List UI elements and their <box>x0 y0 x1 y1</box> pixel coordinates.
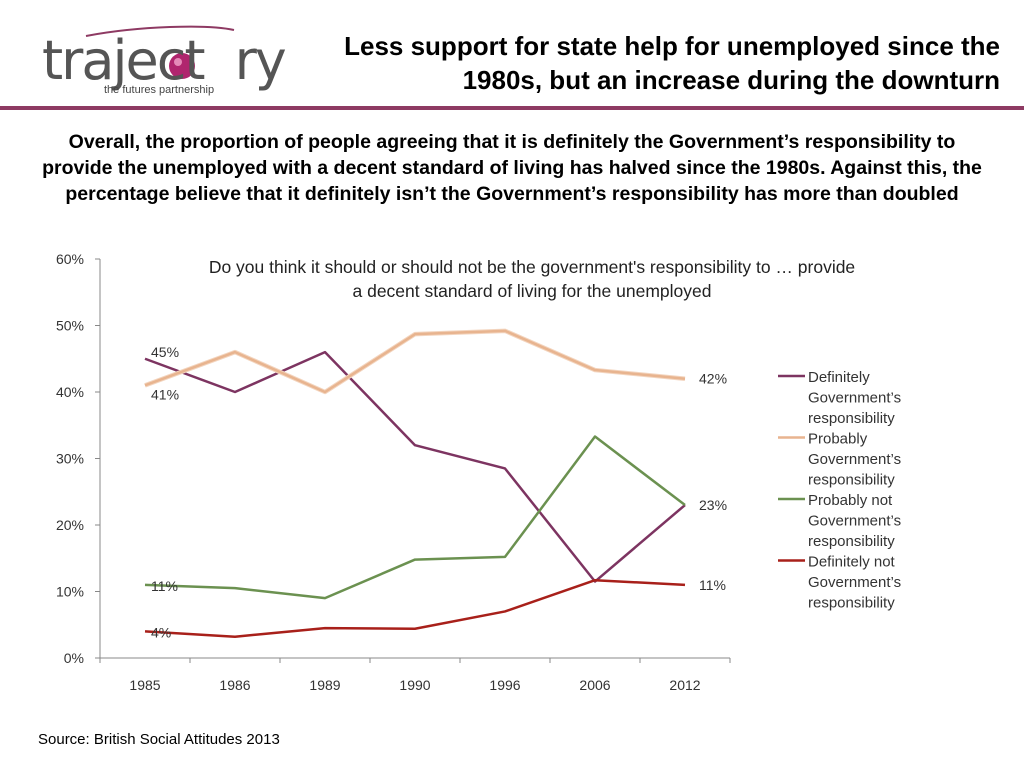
series-line <box>144 578 686 638</box>
chart-plot-area: 45% 41% 42% 11% 23% 4% 11% <box>144 328 727 640</box>
logo-swoosh-icon <box>85 25 235 79</box>
series-line-outline <box>144 328 686 395</box>
data-label: 45% <box>151 344 179 360</box>
legend-label: Government’s <box>808 574 901 591</box>
y-tick-label: 0% <box>64 650 84 666</box>
data-label: 4% <box>151 624 171 640</box>
page-title: Less support for state help for unemploy… <box>344 31 1000 95</box>
x-tick-label: 2012 <box>669 677 700 693</box>
y-tick-label: 40% <box>56 384 84 400</box>
x-tick-label: 1996 <box>489 677 520 693</box>
y-tick-label: 30% <box>56 451 84 467</box>
line-chart: 0% 10% 20% 30% 40% 50% 60% 1985 1986 1989 1990 1996… <box>56 251 901 693</box>
data-label: 23% <box>699 497 727 513</box>
header-divider <box>0 106 1024 110</box>
x-tick-label: 1986 <box>219 677 250 693</box>
y-tick-label: 60% <box>56 251 84 267</box>
data-label: 41% <box>151 386 179 402</box>
legend-label: responsibility <box>808 472 895 489</box>
y-tick-label: 10% <box>56 584 84 600</box>
chart-title: Do you think it should or should not be … <box>209 257 855 301</box>
legend-label: Definitely not <box>808 554 896 571</box>
chart-legend: Definitely Government’s responsibility Prob… <box>778 369 901 612</box>
legend-label: responsibility <box>808 533 895 550</box>
chart-axes: 0% 10% 20% 30% 40% 50% 60% 1985 1986 1989 1990 1996… <box>56 251 731 693</box>
logo-tagline: the futures partnership <box>104 84 215 96</box>
series-line <box>144 329 686 394</box>
x-tick-label: 1985 <box>129 677 160 693</box>
legend-label: Definitely <box>808 369 870 386</box>
series-line <box>144 435 686 600</box>
chart-title-line: Do you think it should or should not be … <box>209 257 855 277</box>
legend-label: responsibility <box>808 595 895 612</box>
chart-title-line: a decent standard of living for the unem… <box>353 281 712 301</box>
y-tick-label: 20% <box>56 517 84 533</box>
legend-label: Government’s <box>808 390 901 407</box>
data-label: 11% <box>699 577 726 593</box>
summary-text: Overall, the proportion of people agreei… <box>42 131 982 205</box>
company-logo: trajectory the futures partnership <box>38 22 287 102</box>
y-tick-label: 50% <box>56 318 84 334</box>
legend-label: Probably not <box>808 492 893 509</box>
legend-label: responsibility <box>808 410 895 427</box>
source-note: Source: British Social Attitudes 2013 <box>38 731 280 748</box>
data-label: 42% <box>699 371 727 387</box>
logo-wordmark: trajectory <box>42 29 287 92</box>
x-tick-label: 1990 <box>399 677 430 693</box>
legend-label: Probably <box>808 431 868 448</box>
x-tick-label: 2006 <box>579 677 610 693</box>
legend-label: Government’s <box>808 451 901 468</box>
x-tick-label: 1989 <box>309 677 340 693</box>
legend-label: Government’s <box>808 513 901 530</box>
series-line <box>144 350 686 583</box>
data-label: 11% <box>151 578 178 594</box>
